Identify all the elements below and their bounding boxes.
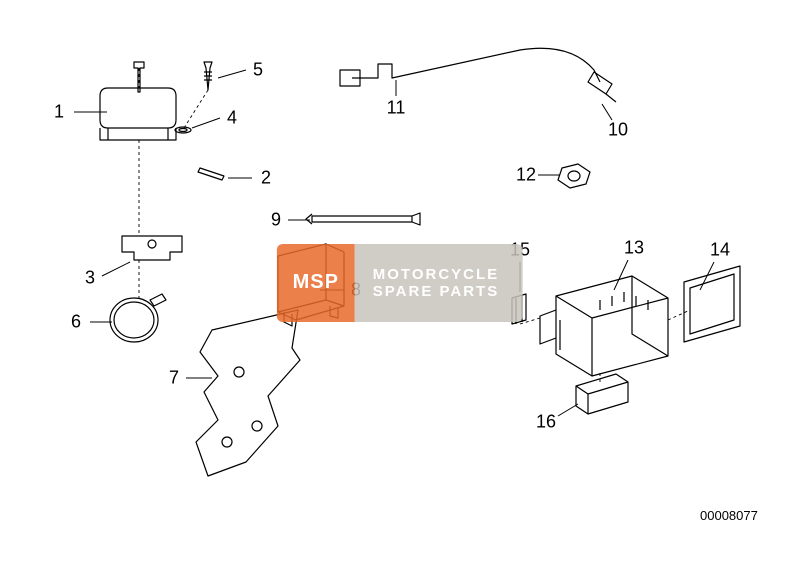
- callout-9: 9: [271, 210, 281, 231]
- callout-leader-16: [558, 404, 578, 416]
- callout-6: 6: [71, 312, 81, 333]
- connector-13: [540, 276, 668, 376]
- screw-5: [204, 62, 212, 90]
- assembly-1-body: [100, 88, 176, 140]
- clamp-6-outer: [110, 298, 158, 342]
- latch-16: [576, 374, 628, 414]
- callout-16: 16: [536, 412, 556, 433]
- clamp-6-screw: [150, 294, 166, 306]
- callout-leader-14: [700, 262, 714, 290]
- parts-diagram: 12345678910111213141516 00008077 MSP MOT…: [0, 0, 800, 565]
- callout-leader-10: [602, 104, 612, 120]
- watermark: MSP MOTORCYCLE SPARE PARTS: [277, 244, 523, 322]
- callout-11: 11: [387, 98, 406, 119]
- washer-4b: [179, 129, 187, 132]
- callout-7: 7: [169, 368, 179, 389]
- bracket-3: [122, 236, 182, 260]
- callout-14: 14: [710, 240, 730, 261]
- nut-12-inner: [568, 171, 580, 181]
- callout-leader-4: [192, 118, 220, 128]
- connector-13-pins: [600, 292, 648, 310]
- callout-2: 2: [261, 168, 271, 189]
- pin-2: [198, 168, 224, 180]
- callout-leader-3: [102, 262, 130, 276]
- callout-leader-5: [218, 70, 246, 78]
- watermark-line1: MOTORCYCLE: [373, 266, 499, 283]
- cable-11: [352, 48, 600, 82]
- callout-12: 12: [516, 165, 536, 186]
- assembly-guide: [184, 90, 208, 128]
- cover-14: [684, 266, 740, 342]
- diagram-id: 00008077: [700, 508, 758, 523]
- callout-4: 4: [227, 108, 237, 129]
- watermark-line2: SPARE PARTS: [373, 283, 499, 300]
- watermark-badge: MSP: [277, 244, 355, 322]
- sensor-10: [588, 72, 616, 102]
- assembly-guide: [668, 310, 690, 320]
- watermark-text: MOTORCYCLE SPARE PARTS: [355, 244, 523, 322]
- callout-5: 5: [253, 60, 263, 81]
- callout-3: 3: [85, 268, 95, 289]
- callout-13: 13: [624, 238, 644, 259]
- clamp-6-inner: [114, 302, 154, 338]
- nut-12-outer: [558, 164, 590, 188]
- callout-1: 1: [54, 102, 64, 123]
- callout-10: 10: [608, 120, 628, 141]
- tie-9: [306, 213, 420, 225]
- shield-7: [196, 310, 300, 476]
- callout-leader-13: [614, 260, 628, 290]
